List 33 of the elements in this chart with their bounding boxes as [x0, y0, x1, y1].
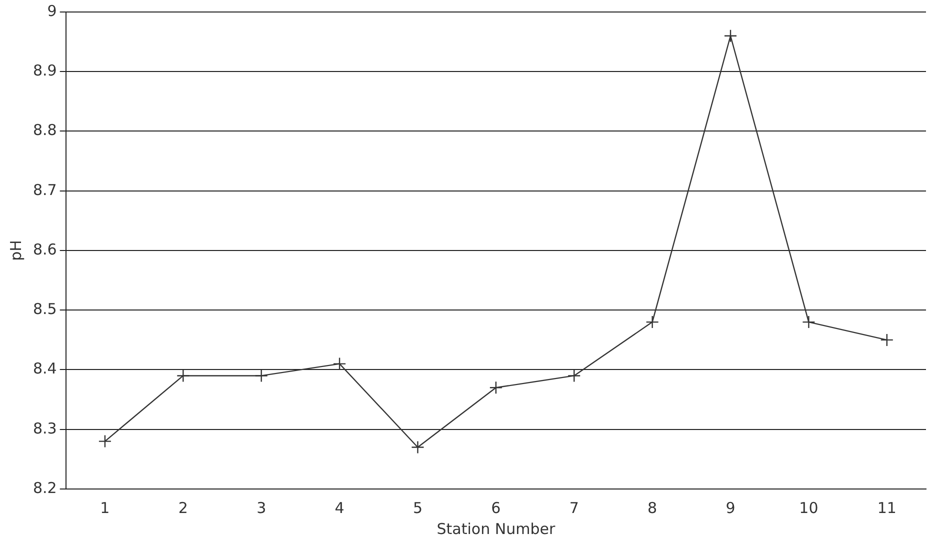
point [724, 29, 738, 42]
y-tick-label: 8.3 [32, 419, 57, 438]
y-tick-label: 8.8 [32, 121, 57, 140]
point [880, 333, 894, 347]
y-tick-label: 8.2 [32, 478, 57, 497]
x-tick-label: 1 [100, 498, 110, 517]
x-tick-label: 11 [877, 498, 896, 517]
x-tick-label: 5 [412, 498, 423, 517]
y-tick-label: 8.9 [32, 62, 57, 80]
point [568, 369, 581, 382]
point [98, 434, 112, 448]
point [332, 357, 346, 370]
x-tick-label: 3 [256, 498, 266, 517]
x-tick-label: 7 [569, 498, 579, 517]
point [646, 315, 659, 329]
y-tick-label: 8.7 [32, 180, 57, 199]
point [802, 315, 816, 329]
point [254, 369, 268, 382]
x-tick-label: 2 [178, 498, 188, 517]
x-tick-label: 8 [648, 498, 658, 517]
y-tick-label: 9 [47, 2, 57, 20]
x-tick-label: 4 [334, 498, 344, 517]
y-tick-label: 8.5 [32, 300, 57, 318]
point [176, 369, 190, 382]
x-tick-label: 9 [726, 498, 736, 517]
y-tick-label: 8.6 [32, 240, 57, 258]
x-tick-label: 10 [799, 498, 818, 517]
point [489, 381, 503, 394]
point [411, 440, 424, 454]
y-tick-label: 8.4 [32, 360, 57, 378]
y-axis-title: pH [6, 240, 25, 261]
x-axis-title: Station Number [436, 520, 556, 538]
x-tick-label: 6 [491, 498, 501, 517]
